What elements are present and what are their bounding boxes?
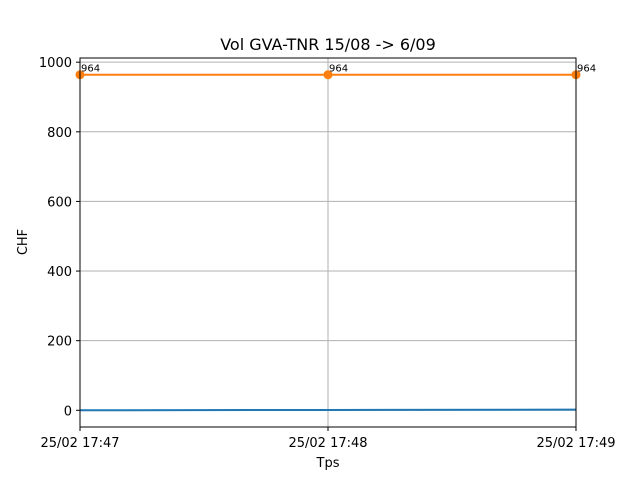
data-label: 964 bbox=[329, 64, 348, 75]
series-line-0 bbox=[79, 408, 577, 412]
y-axis-title: CHF bbox=[16, 229, 31, 255]
y-tick-label: 400 bbox=[47, 265, 72, 280]
y-tick-label: 0 bbox=[64, 404, 72, 419]
grid-lines bbox=[79, 58, 577, 427]
y-tick-label: 800 bbox=[47, 126, 72, 141]
x-axis-title: Tps bbox=[316, 456, 340, 471]
y-tick-label: 1000 bbox=[39, 56, 72, 71]
y-axis-ticks: 0 200 400 600 800 1000 bbox=[39, 56, 80, 419]
chart-title: Vol GVA-TNR 15/08 -> 6/09 bbox=[220, 35, 436, 54]
y-tick-label: 200 bbox=[47, 335, 72, 350]
x-tick-label: 25/02 17:48 bbox=[288, 436, 367, 451]
x-tick-label: 25/02 17:49 bbox=[536, 436, 615, 451]
x-tick-label: 25/02 17:47 bbox=[40, 436, 119, 451]
x-axis-ticks: 25/02 17:47 25/02 17:48 25/02 17:49 bbox=[40, 427, 616, 451]
data-point bbox=[323, 70, 333, 80]
data-label: 964 bbox=[577, 64, 596, 75]
series-layer: 964 964 964 bbox=[75, 64, 596, 412]
data-label: 964 bbox=[81, 64, 100, 75]
y-tick-label: 600 bbox=[47, 195, 72, 210]
